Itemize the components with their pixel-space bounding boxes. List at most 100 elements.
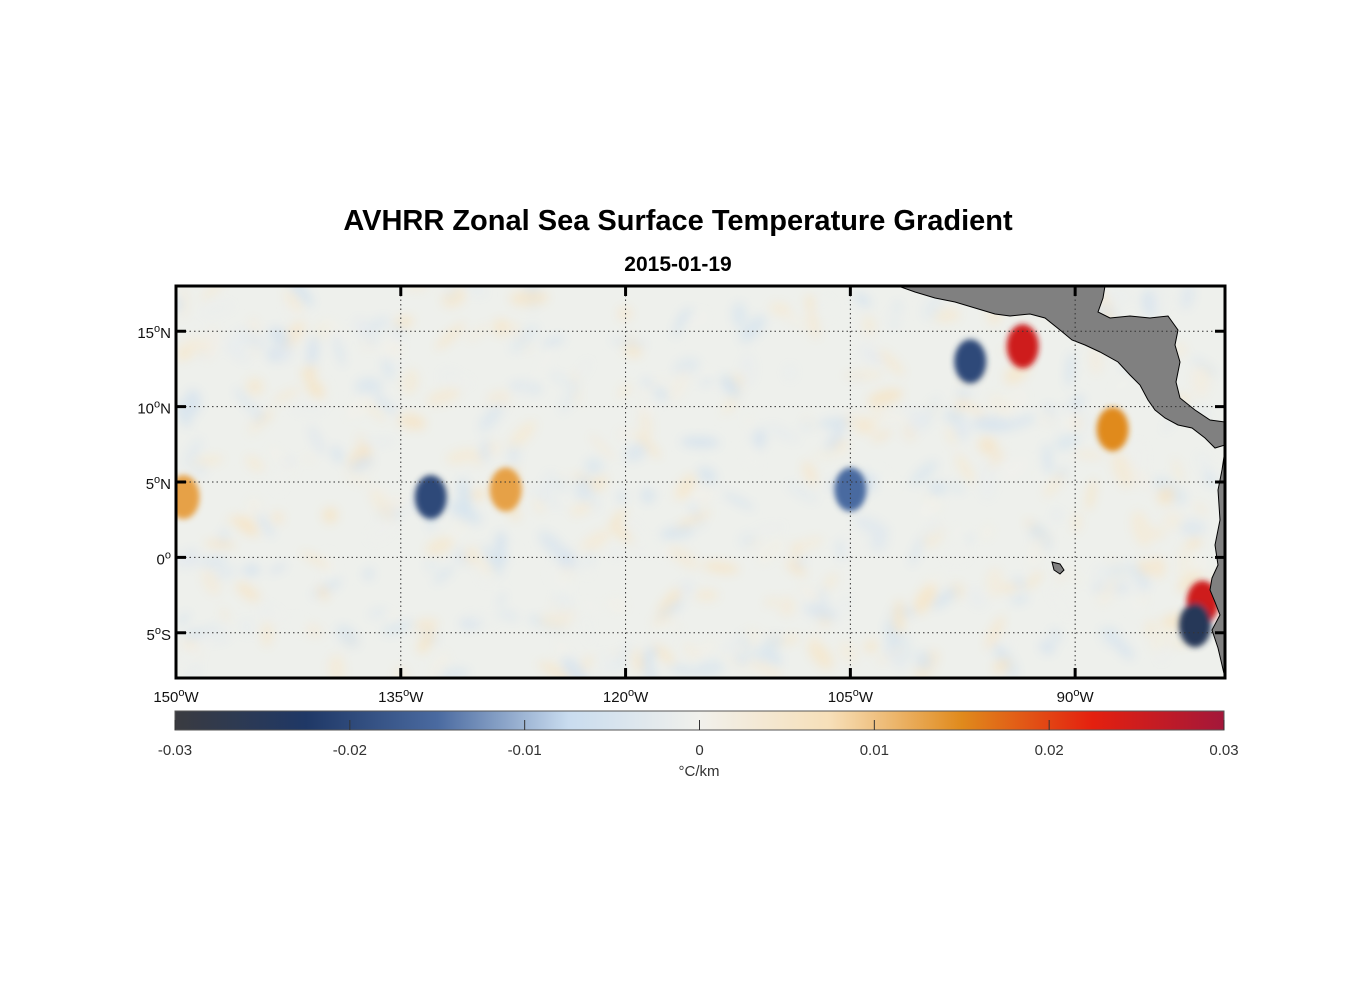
texture-blob (447, 286, 455, 299)
texture-blob (197, 627, 234, 644)
texture-blob (609, 508, 627, 529)
latitude-labels: 15oN 10oN 5oN 0o 5oS (137, 323, 171, 644)
colorbar-tick-label: -0.03 (158, 742, 192, 759)
texture-blob (1054, 572, 1068, 584)
texture-blob (507, 443, 520, 467)
texture-blob (435, 322, 465, 350)
texture-blob (425, 536, 454, 556)
texture-blob (308, 425, 325, 455)
texture-blob (928, 481, 948, 496)
texture-blob (198, 556, 228, 567)
texture-blob (1148, 527, 1166, 540)
figure-subtitle: 2015-01-19 (624, 253, 732, 276)
texture-blob (183, 389, 202, 417)
colorbar-tick-label: 0.02 (1035, 742, 1064, 759)
texture-blob (204, 540, 236, 549)
texture-blob (656, 599, 685, 621)
gradient-feature (489, 467, 522, 512)
texture-blob (330, 445, 344, 464)
texture-blob (678, 581, 696, 596)
texture-blob (1072, 512, 1082, 533)
texture-blob (240, 618, 254, 637)
texture-blob (538, 531, 569, 561)
texture-blob (792, 536, 824, 552)
texture-blob (1192, 357, 1218, 377)
texture-blob (1025, 549, 1040, 564)
texture-blob (823, 572, 838, 591)
texture-blob (985, 615, 1005, 650)
texture-blob (234, 387, 256, 413)
texture-blob (838, 640, 858, 664)
texture-blob (1054, 433, 1080, 451)
texture-blob (882, 644, 907, 671)
texture-blob (854, 417, 874, 434)
texture-blob (305, 623, 323, 638)
texture-blob (786, 482, 818, 503)
texture-blob (697, 466, 718, 485)
texture-blob (869, 533, 888, 552)
texture-blob (1197, 406, 1209, 417)
texture-blob (685, 310, 710, 326)
lon-tick-label: 150oW (153, 687, 199, 706)
lon-tick-label: 120oW (603, 687, 649, 706)
texture-blob (417, 629, 435, 654)
south-america-land (1209, 449, 1225, 678)
texture-blob (305, 379, 327, 399)
texture-blob (271, 471, 286, 494)
texture-blob (667, 369, 690, 404)
texture-blob (609, 549, 625, 559)
texture-blob (630, 528, 660, 556)
texture-blob (616, 427, 633, 440)
texture-blob (967, 587, 986, 608)
texture-blob (752, 428, 767, 449)
gradient-feature (1096, 407, 1129, 452)
texture-blob (944, 546, 971, 564)
texture-blob (757, 538, 785, 565)
texture-blob (343, 471, 371, 486)
texture-blob (800, 420, 815, 431)
texture-blob (1162, 512, 1183, 530)
texture-blob (893, 599, 905, 635)
texture-blob (219, 608, 231, 621)
texture-blob (579, 655, 594, 673)
texture-blob (818, 417, 851, 428)
texture-blob (942, 408, 965, 424)
figure-title: AVHRR Zonal Sea Surface Temperature Grad… (343, 205, 1013, 237)
texture-blob (864, 639, 878, 653)
texture-blob (1047, 588, 1074, 620)
texture-blob (738, 632, 753, 658)
texture-blob (739, 315, 766, 343)
texture-blob (981, 523, 994, 541)
texture-blob (641, 378, 672, 403)
texture-blob (1050, 628, 1063, 642)
texture-blob (366, 518, 397, 544)
texture-blob (859, 345, 884, 366)
texture-blob (583, 599, 599, 614)
texture-blob (200, 286, 226, 301)
texture-blob (182, 640, 199, 649)
texture-blob (871, 430, 892, 443)
texture-blob (998, 584, 1020, 592)
texture-blob (749, 660, 783, 678)
texture-blob (1013, 576, 1027, 589)
texture-blob (362, 338, 374, 352)
texture-blob (509, 290, 549, 306)
longitude-labels: 150oW 135oW 120oW 105oW 90oW (153, 687, 1094, 706)
texture-blob (177, 612, 190, 626)
texture-blob (201, 326, 220, 362)
texture-blob (792, 541, 800, 562)
texture-blob (754, 634, 783, 663)
texture-blob (609, 338, 648, 347)
texture-blob (504, 543, 521, 558)
texture-blob (301, 551, 331, 569)
texture-blob (738, 532, 757, 548)
texture-blob (1065, 351, 1075, 388)
texture-blob (680, 436, 721, 449)
texture-blob (287, 286, 314, 307)
texture-blob (245, 377, 264, 396)
texture-blob (497, 610, 520, 621)
texture-blob (1188, 554, 1209, 571)
texture-blob (999, 414, 1037, 431)
texture-blob (549, 371, 576, 390)
texture-blob (1034, 473, 1046, 485)
